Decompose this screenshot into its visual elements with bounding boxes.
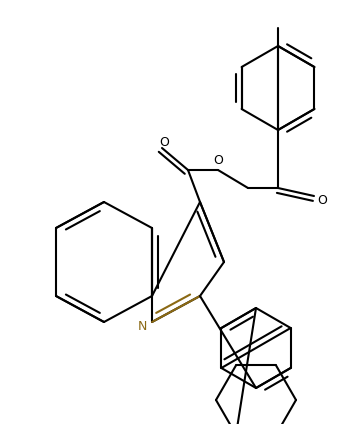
Text: O: O [159, 136, 169, 148]
Text: O: O [213, 153, 223, 167]
Text: O: O [317, 193, 327, 206]
Text: N: N [137, 320, 147, 332]
